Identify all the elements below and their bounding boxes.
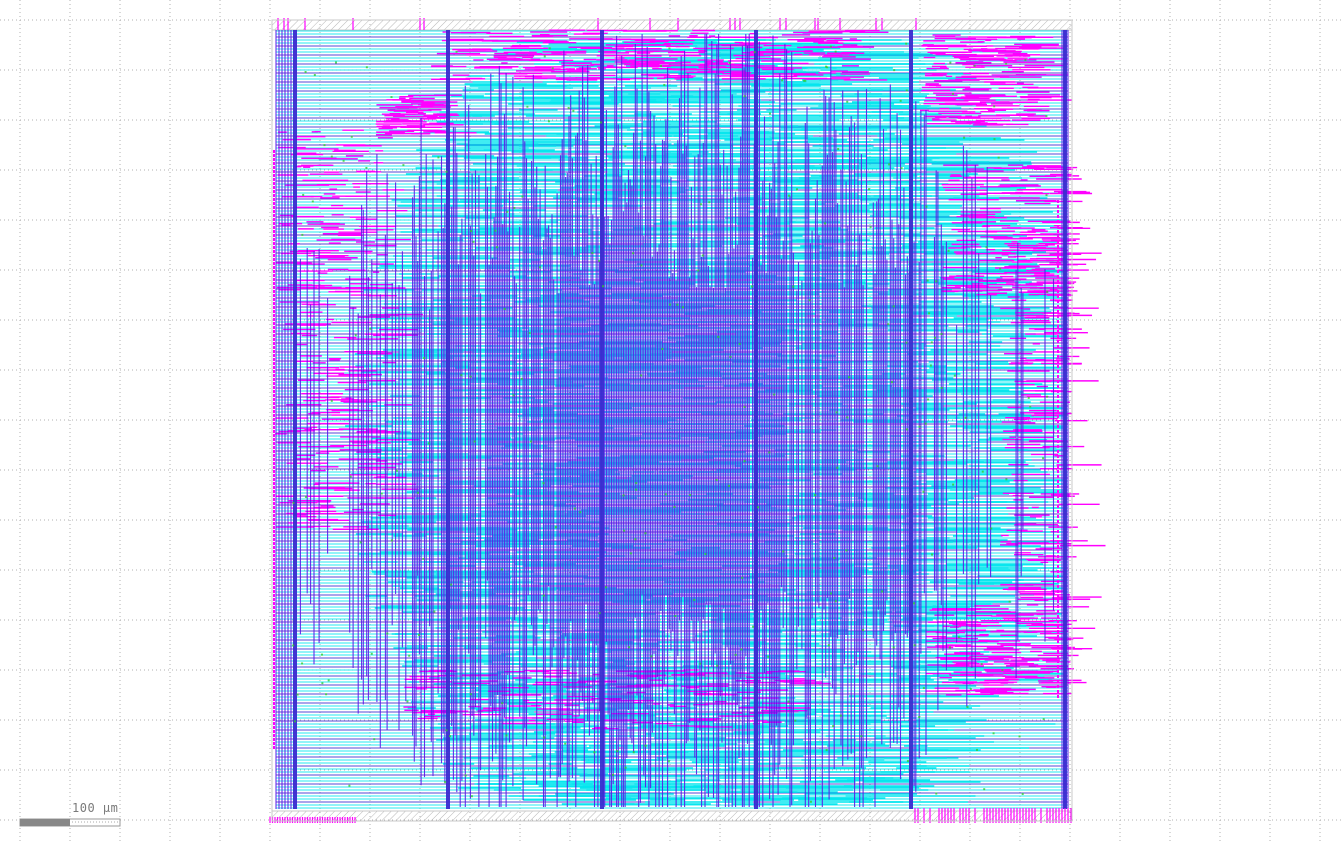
vias [292, 42, 1049, 803]
die-boundary [271, 19, 1073, 822]
die-area[interactable] [269, 18, 1106, 823]
scale-bar-label: 100 µm [72, 801, 119, 815]
vertical-routing [275, 30, 1069, 809]
scale-bar-fill [20, 819, 70, 826]
power-stripes [293, 30, 1067, 809]
scale-bar [19, 818, 121, 827]
